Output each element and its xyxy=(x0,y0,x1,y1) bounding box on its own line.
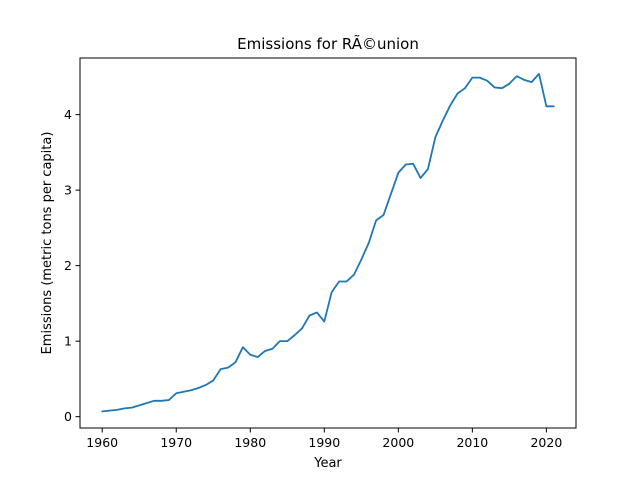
x-tick-label: 1960 xyxy=(86,435,118,450)
y-tick-label: 3 xyxy=(64,183,72,198)
x-tick-label: 1980 xyxy=(234,435,266,450)
x-axis-label: Year xyxy=(313,456,342,471)
plot-area xyxy=(101,72,555,413)
axes-frame xyxy=(79,57,577,429)
series-line-emissions xyxy=(101,72,555,413)
x-tick-label: 1990 xyxy=(308,435,340,450)
y-tick-label: 4 xyxy=(64,107,72,122)
y-tick-label: 0 xyxy=(64,409,72,424)
y-axis-label: Emissions (metric tons per capita) xyxy=(40,132,55,355)
x-tick-label: 1970 xyxy=(160,435,192,450)
y-tick-label: 2 xyxy=(64,258,72,273)
x-axis: 1960 1970 1980 1990 2000 2010 2020 xyxy=(86,428,562,450)
y-axis: 0 1 2 3 4 xyxy=(64,107,80,424)
x-tick-label: 2010 xyxy=(456,435,488,450)
x-tick-label: 2000 xyxy=(382,435,414,450)
y-tick-label: 1 xyxy=(64,334,72,349)
chart-title: Emissions for RÃ©union xyxy=(237,34,419,53)
x-tick-label: 2020 xyxy=(530,435,562,450)
